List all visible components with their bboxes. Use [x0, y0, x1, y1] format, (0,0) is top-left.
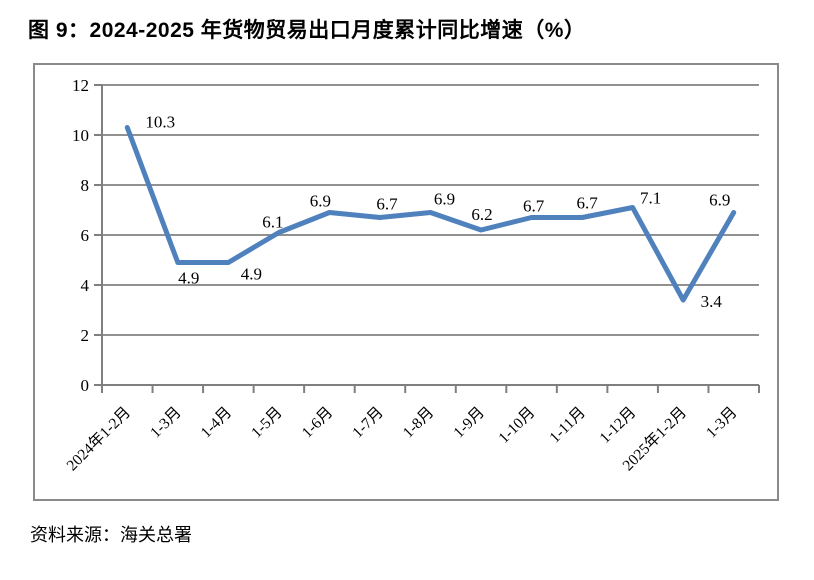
- data-label: 7.1: [640, 189, 661, 208]
- x-axis-label: 1-12月: [596, 404, 639, 447]
- data-label: 6.9: [434, 190, 455, 209]
- line-chart: 0 2 4 6 8 10 12 2024年1-2月 1-3月 1-4月 1-5月 1-6月 1-7月 1-…: [63, 76, 760, 474]
- y-axis-label: 2: [81, 326, 90, 345]
- chart-title: 图 9：2024-2025 年货物贸易出口月度累计同比增速（%）: [28, 19, 586, 42]
- y-axis-label: 0: [81, 376, 90, 395]
- x-axis-label: 1-3月: [147, 404, 185, 442]
- data-label: 6.7: [576, 194, 598, 213]
- data-label: 6.2: [471, 205, 492, 224]
- y-axis-label: 10: [72, 126, 89, 145]
- data-label: 6.7: [523, 197, 545, 216]
- x-axis-label: 2024年1-2月: [63, 403, 134, 474]
- x-axis-label: 1-7月: [349, 404, 387, 442]
- x-axis-label: 1-8月: [400, 404, 438, 442]
- x-axis-label: 1-5月: [248, 404, 286, 442]
- data-label: 6.9: [310, 192, 331, 211]
- y-axis-label: 12: [72, 76, 89, 95]
- data-label: 6.9: [709, 191, 730, 210]
- source-note: 资料来源：海关总署: [30, 525, 192, 545]
- chart-frame: 0 2 4 6 8 10 12 2024年1-2月 1-3月 1-4月 1-5月 1-6月 1-7月 1-…: [33, 63, 779, 501]
- y-axis-label: 6: [81, 226, 90, 245]
- x-axis-label: 1-9月: [450, 404, 488, 442]
- data-label: 6.1: [262, 213, 283, 232]
- y-axis-label: 8: [81, 176, 90, 195]
- data-label: 6.7: [376, 195, 398, 214]
- data-label: 10.3: [145, 113, 175, 132]
- y-axis-label: 4: [81, 276, 90, 295]
- x-axis-label: 1-11月: [546, 404, 589, 447]
- x-axis-label: 1-6月: [299, 404, 337, 442]
- x-axis-label: 1-3月: [703, 404, 741, 442]
- data-label: 4.9: [178, 269, 199, 288]
- x-axis-label: 1-10月: [495, 404, 538, 447]
- data-label: 3.4: [701, 292, 723, 311]
- x-axis-label: 1-4月: [198, 404, 236, 442]
- series-line: [124, 125, 737, 303]
- data-label: 4.9: [241, 265, 262, 284]
